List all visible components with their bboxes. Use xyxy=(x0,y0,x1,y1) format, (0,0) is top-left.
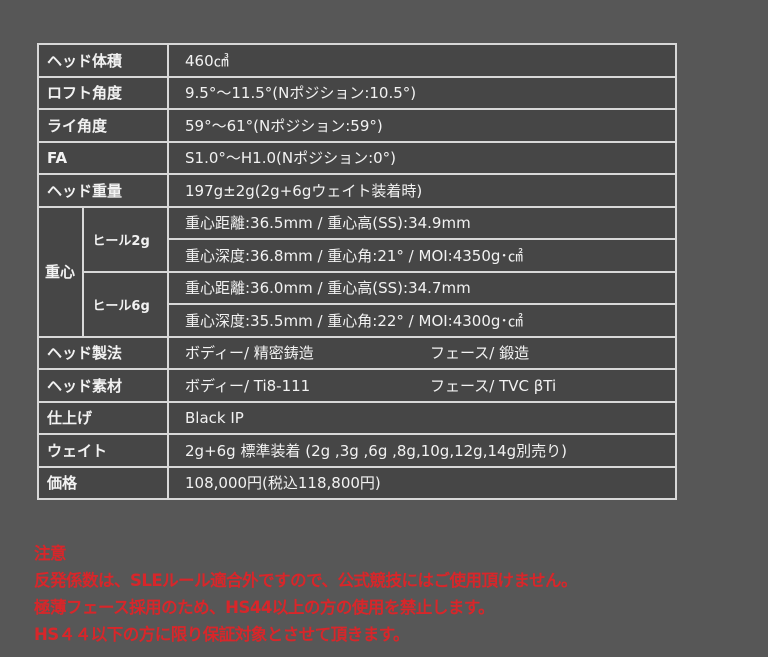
cg-value: 重心距離:36.0mm / 重心高(SS):34.7mm xyxy=(167,270,677,305)
table-row: ウェイト 2g+6g 標準装着 (2g ,3g ,6g ,8g,10g,12g,1… xyxy=(37,433,677,468)
table-row: 重心 ヒール2g 重心距離:36.5mm / 重心高(SS):34.9mm xyxy=(36,205,677,338)
row-label: ヘッド素材 xyxy=(37,368,169,403)
row-value: 108,000円(税込118,800円) xyxy=(167,465,677,500)
row-label: 仕上げ xyxy=(37,400,169,435)
row-label: ロフト角度 xyxy=(37,75,169,110)
table-row: FA S1.0°〜H1.0(Nポジション:0°) xyxy=(37,140,677,175)
cg-label: 重心 xyxy=(36,205,85,338)
notice: 注意 反発係数は、SLEルール適合外ですので、公式競技にはご使用頂けません。 極… xyxy=(34,540,578,648)
table-row: 重心深度:35.5mm / 重心角:22° / MOI:4300g･㎠ xyxy=(38,303,677,338)
cg-value: 重心深度:35.5mm / 重心角:22° / MOI:4300g･㎠ xyxy=(167,303,677,338)
row-value: 9.5°〜11.5°(Nポジション:10.5°) xyxy=(167,75,677,110)
row-value: ボディー/ 精密鋳造 フェース/ 鍛造 xyxy=(167,335,677,370)
row-label: ライ角度 xyxy=(37,108,169,143)
table-row: 重心深度:36.8mm / 重心角:21° / MOI:4350g･㎠ xyxy=(38,238,677,273)
table-row: 仕上げ Black IP xyxy=(37,400,677,435)
table-row: ヘッド体積 460㎤ xyxy=(37,43,677,78)
row-value: 59°〜61°(Nポジション:59°) xyxy=(167,108,677,143)
row-value: 460㎤ xyxy=(167,43,677,78)
row-label: ヘッド重量 xyxy=(37,173,169,208)
body-value: ボディー/ Ti8-111 xyxy=(185,376,311,395)
row-label: 価格 xyxy=(37,465,169,500)
row-value: ボディー/ Ti8-111 フェース/ TVC βTi xyxy=(167,368,677,403)
notice-line: HS４４以下の方に限り保証対象とさせて頂きます。 xyxy=(34,625,410,644)
face-value: フェース/ 鍛造 xyxy=(430,344,530,363)
cg-group-label: ヒール6g xyxy=(82,270,169,338)
table-row: ヒール6g 重心距離:36.0mm / 重心高(SS):34.7mm xyxy=(38,270,677,338)
face-value: フェース/ TVC βTi xyxy=(430,376,557,395)
cg-group-label: ヒール2g xyxy=(82,205,169,273)
spec-table: ヘッド体積 460㎤ ロフト角度 9.5°〜11.5°(Nポジション:10.5°) … xyxy=(36,43,677,500)
notice-title: 注意 xyxy=(34,544,67,563)
row-label: FA xyxy=(37,140,169,175)
row-label: ウェイト xyxy=(37,433,169,468)
row-label: ヘッド製法 xyxy=(37,335,169,370)
table-row: ヘッド素材 ボディー/ Ti8-111 フェース/ TVC βTi xyxy=(37,368,677,403)
table-row: ヘッド重量 197g±2g(2g+6gウェイト装着時) xyxy=(37,173,677,208)
table-row: ヘッド製法 ボディー/ 精密鋳造 フェース/ 鍛造 xyxy=(37,335,677,370)
row-value: Black IP xyxy=(167,400,677,435)
notice-line: 反発係数は、SLEルール適合外ですので、公式競技にはご使用頂けません。 xyxy=(34,571,578,590)
row-value: 197g±2g(2g+6gウェイト装着時) xyxy=(167,173,677,208)
row-value: 2g+6g 標準装着 (2g ,3g ,6g ,8g,10g,12g,14g別売… xyxy=(167,433,677,468)
body-value: ボディー/ 精密鋳造 xyxy=(185,344,314,363)
cg-value: 重心距離:36.5mm / 重心高(SS):34.9mm xyxy=(167,205,677,240)
row-label: ヘッド体積 xyxy=(37,43,169,78)
table-row: 価格 108,000円(税込118,800円) xyxy=(37,465,677,500)
cg-value: 重心深度:36.8mm / 重心角:21° / MOI:4350g･㎠ xyxy=(167,238,677,273)
notice-line: 極薄フェース採用のため、HS44以上の方の使用を禁止します。 xyxy=(34,598,495,617)
table-row: ロフト角度 9.5°〜11.5°(Nポジション:10.5°) xyxy=(37,75,677,110)
table-row: ライ角度 59°〜61°(Nポジション:59°) xyxy=(37,108,677,143)
row-value: S1.0°〜H1.0(Nポジション:0°) xyxy=(167,140,677,175)
